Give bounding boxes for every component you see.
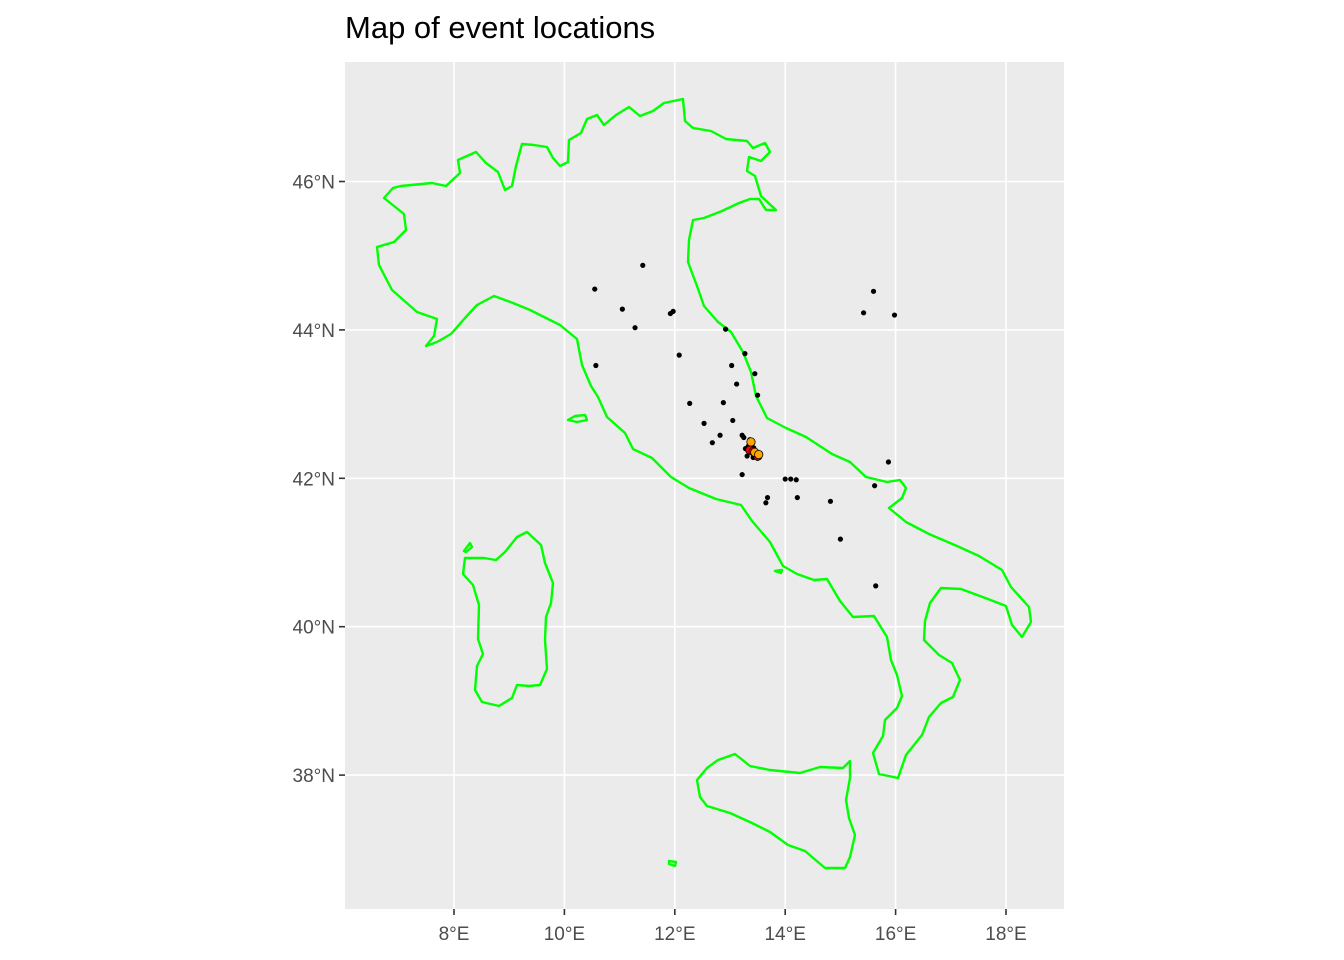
mainland-coastline [375, 97, 1033, 780]
event-marker [676, 352, 682, 358]
x-tick-label: 8°E [439, 924, 470, 945]
event-marker [720, 400, 726, 406]
event-marker [729, 362, 735, 369]
event-marker [722, 326, 729, 332]
y-tick-label: 40°N [293, 618, 335, 639]
event-marker [734, 381, 740, 387]
event-marker [872, 483, 878, 489]
x-tick-label: 18°E [985, 924, 1026, 945]
elba-coastline [566, 413, 589, 424]
x-tick-label: 12°E [654, 924, 695, 945]
y-tick-label: 44°N [293, 321, 335, 342]
event-marker [670, 308, 676, 314]
highlight-marker-orange [754, 449, 764, 460]
event-marker [640, 262, 646, 268]
event-marker [870, 288, 877, 294]
event-marker [794, 494, 800, 501]
event-marker [741, 434, 747, 441]
islet-coastline [462, 541, 474, 554]
event-marker [730, 417, 736, 424]
map-title: Map of event locations [345, 10, 656, 45]
event-marker [764, 494, 771, 501]
event-marker [709, 440, 715, 446]
y-tick-label: 38°N [293, 766, 335, 787]
event-marker [827, 498, 834, 504]
sardinia-coastline [461, 530, 555, 708]
x-tick-label: 16°E [875, 924, 916, 945]
event-marker [763, 500, 769, 506]
event-marker [752, 371, 758, 377]
event-marker [891, 312, 898, 318]
y-axis: 38°N 40°N 42°N 44°N 46°N [293, 173, 345, 787]
event-marker [687, 400, 693, 406]
event-marker [788, 476, 794, 482]
y-tick-label: 42°N [293, 469, 335, 490]
highlight-marker-orange [746, 437, 756, 447]
italy-coastline [375, 97, 1033, 870]
event-marker [742, 351, 748, 357]
event-marker [793, 477, 799, 483]
event-marker [632, 325, 638, 331]
event-marker [593, 362, 599, 369]
x-tick-label: 14°E [764, 924, 805, 945]
sicily-coastline [695, 752, 857, 870]
event-markers [592, 262, 898, 589]
event-marker [885, 459, 892, 465]
plot-panel [345, 62, 1064, 909]
pantelleria-coastline [667, 859, 678, 868]
highlight-markers [745, 437, 764, 461]
event-marker [619, 306, 625, 312]
event-marker [744, 453, 750, 459]
y-tick-label: 46°N [293, 173, 335, 194]
event-marker [739, 471, 745, 478]
event-marker [701, 420, 707, 426]
event-marker [782, 476, 788, 482]
x-axis: 8°E 10°E 12°E 14°E 16°E 18°E [439, 909, 1027, 945]
event-marker [592, 286, 598, 292]
ponza-coastline [773, 568, 784, 575]
event-marker [837, 536, 844, 542]
event-marker [860, 310, 867, 316]
event-marker [717, 432, 723, 438]
gridlines [345, 62, 1064, 909]
event-marker [873, 583, 879, 589]
x-tick-label: 10°E [544, 924, 585, 945]
event-marker [755, 392, 761, 398]
